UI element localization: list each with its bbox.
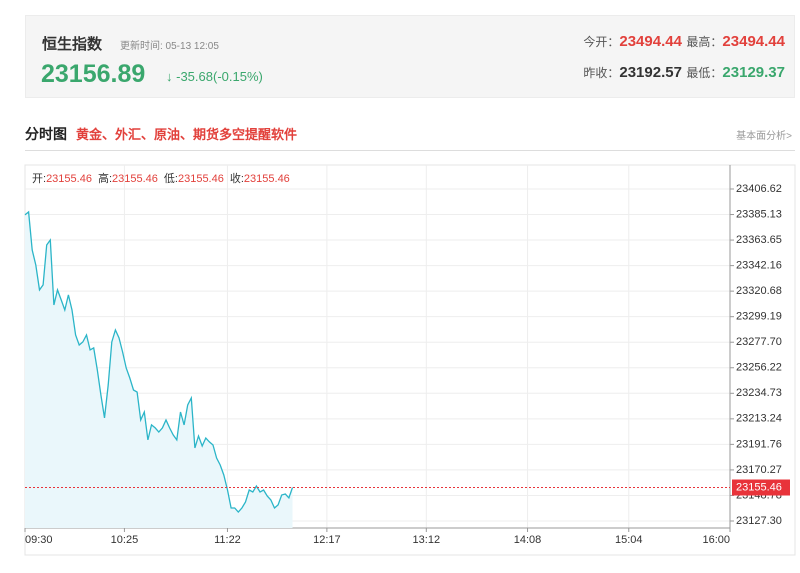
y-tick-label: 23127.30 xyxy=(736,515,782,527)
x-tick-label: 15:04 xyxy=(615,534,643,546)
ohlc-label: 低: xyxy=(164,172,178,185)
x-tick-label: 10:25 xyxy=(111,534,139,546)
change-value: -35.68(-0.15%) xyxy=(176,69,263,84)
quote-value: 23192.57 xyxy=(619,64,682,81)
ohlc-readout: 开:23155.46 高:23155.46 低:23155.46 收:23155.46 xyxy=(32,171,290,185)
ohlc-label: 开: xyxy=(32,173,46,185)
analysis-link[interactable]: 基本面分析> xyxy=(736,131,792,142)
quote-value: 23494.44 xyxy=(722,33,785,50)
area-fill xyxy=(25,211,293,528)
y-tick-label: 23320.68 xyxy=(736,285,782,297)
quote-label: 昨收： xyxy=(583,66,620,80)
y-tick-label: 23191.76 xyxy=(736,438,782,450)
x-tick-label: 14:08 xyxy=(514,534,542,546)
quote-value: 23494.44 xyxy=(619,33,682,50)
x-tick-label: 16:00 xyxy=(702,534,730,546)
ohlc-label: 高: xyxy=(98,171,112,185)
promo-link[interactable]: 黄金、外汇、原油、期货多空提醒软件 xyxy=(76,127,298,142)
ohlc-value: 23155.46 xyxy=(178,173,224,185)
y-tick-label: 23170.27 xyxy=(736,464,782,476)
reference-label: 23155.46 xyxy=(736,481,782,493)
x-tick-label: 09:30 xyxy=(25,534,53,546)
section-title: 分时图 xyxy=(25,126,67,142)
ohlc-label: 收: xyxy=(230,171,244,185)
y-tick-label: 23385.13 xyxy=(736,208,782,220)
quote-label: 今开： xyxy=(583,35,620,49)
price: 23156.89 xyxy=(41,60,146,88)
ohlc-value: 23155.46 xyxy=(46,173,92,185)
y-tick-label: 23406.62 xyxy=(736,183,782,195)
arrow: ↓ xyxy=(166,69,173,84)
change: ↓ -35.68(-0.15%) xyxy=(166,69,263,84)
quote-row: 今开：23494.44 最高：23494.44 xyxy=(583,33,785,51)
quote-header xyxy=(25,15,795,98)
ohlc-value: 23155.46 xyxy=(112,173,158,185)
y-tick-label: 23256.22 xyxy=(736,362,782,374)
x-tick-label: 11:22 xyxy=(214,534,241,546)
price-line xyxy=(24,210,294,513)
index-title: 恒生指数 xyxy=(42,36,103,53)
quote-label: 最高： xyxy=(686,35,723,49)
y-tick-label: 23363.65 xyxy=(736,234,782,246)
y-tick-label: 23342.16 xyxy=(736,260,782,272)
y-tick-label: 23213.24 xyxy=(736,413,782,425)
y-tick-label: 23277.70 xyxy=(736,336,782,348)
y-tick-label: 23299.19 xyxy=(736,311,782,323)
update-time: 更新时间: 05-13 12:05 xyxy=(120,41,219,52)
quote-value: 23129.37 xyxy=(722,64,785,81)
quote-label: 最低： xyxy=(686,66,723,80)
x-tick-label: 13:12 xyxy=(413,534,441,546)
divider xyxy=(25,150,795,151)
quote-row: 昨收：23192.57 最低：23129.37 xyxy=(583,64,785,82)
y-tick-label: 23234.73 xyxy=(736,387,782,399)
x-tick-label: 12:17 xyxy=(313,534,341,546)
reference-label-bg xyxy=(732,479,790,496)
ohlc-value: 23155.46 xyxy=(244,173,290,185)
